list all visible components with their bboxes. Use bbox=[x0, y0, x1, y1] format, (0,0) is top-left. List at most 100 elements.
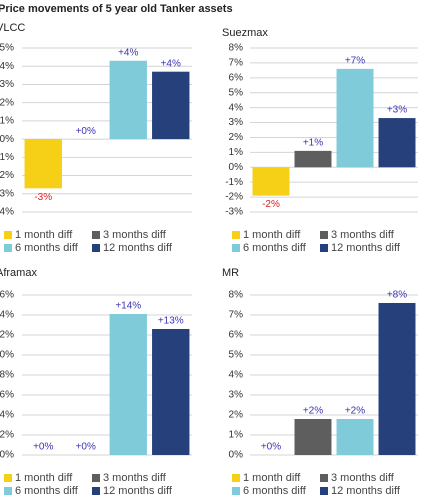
legend-swatch bbox=[232, 487, 240, 495]
legend-swatch bbox=[4, 474, 12, 482]
chart-subtitle: VLCC bbox=[0, 22, 25, 34]
data-label: +0% bbox=[76, 126, 96, 137]
legend-swatch bbox=[320, 487, 328, 495]
data-label: +13% bbox=[158, 316, 184, 327]
legend-swatch bbox=[92, 474, 100, 482]
y-tick-label: 2% bbox=[0, 430, 14, 441]
legend-label: 12 months diff bbox=[331, 485, 401, 497]
y-tick-label: -2% bbox=[0, 170, 14, 181]
data-label: +2% bbox=[303, 406, 323, 417]
y-tick-label: 0% bbox=[0, 450, 14, 461]
legend-swatch bbox=[320, 474, 328, 482]
legend-label: 12 months diff bbox=[331, 242, 401, 254]
chart-subtitle: Aframax bbox=[0, 267, 37, 279]
bar bbox=[24, 139, 62, 189]
legend-swatch bbox=[4, 244, 12, 252]
data-label: +3% bbox=[387, 105, 407, 116]
legend-label: 3 months diff bbox=[331, 229, 395, 241]
legend-label: 3 months diff bbox=[103, 229, 167, 241]
data-label: +8% bbox=[387, 290, 407, 301]
legend-label: 6 months diff bbox=[15, 485, 79, 497]
y-tick-label: 16% bbox=[0, 290, 14, 301]
bar bbox=[294, 419, 332, 455]
y-tick-label: 12% bbox=[0, 330, 14, 341]
y-tick-label: -3% bbox=[0, 188, 14, 199]
data-label: +2% bbox=[345, 406, 365, 417]
legend-label: 3 months diff bbox=[331, 472, 395, 484]
y-tick-label: 4% bbox=[229, 370, 244, 381]
legend-label: 1 month diff bbox=[243, 472, 301, 484]
bar bbox=[152, 71, 190, 140]
y-tick-label: 10% bbox=[0, 350, 14, 361]
legend-swatch bbox=[92, 244, 100, 252]
bar bbox=[252, 167, 290, 196]
data-label: +0% bbox=[33, 442, 53, 453]
legend-label: 6 months diff bbox=[15, 242, 79, 254]
legend-swatch bbox=[320, 231, 328, 239]
y-tick-label: 3% bbox=[229, 390, 244, 401]
y-tick-label: 7% bbox=[229, 310, 244, 321]
data-label: +7% bbox=[345, 56, 365, 67]
y-tick-label: 3% bbox=[229, 117, 244, 128]
chart-subtitle: MR bbox=[222, 267, 239, 279]
y-tick-label: 2% bbox=[229, 132, 244, 143]
y-tick-label: 2% bbox=[0, 97, 14, 108]
data-label: +1% bbox=[303, 138, 323, 149]
y-tick-label: 6% bbox=[0, 390, 14, 401]
y-tick-label: 1% bbox=[0, 116, 14, 127]
y-tick-label: -3% bbox=[225, 207, 243, 218]
bar bbox=[336, 419, 374, 455]
y-tick-label: 0% bbox=[229, 450, 244, 461]
legend-swatch bbox=[232, 474, 240, 482]
y-tick-label: 6% bbox=[229, 72, 244, 83]
data-label: +4% bbox=[118, 47, 138, 58]
data-label: -3% bbox=[34, 192, 52, 203]
data-label: -2% bbox=[262, 199, 280, 210]
y-tick-label: 0% bbox=[0, 134, 14, 145]
y-tick-label: 14% bbox=[0, 310, 14, 321]
y-tick-label: -2% bbox=[225, 192, 243, 203]
y-tick-label: 1% bbox=[229, 430, 244, 441]
y-tick-label: 8% bbox=[229, 290, 244, 301]
bar bbox=[336, 68, 374, 168]
bar bbox=[109, 60, 147, 140]
legend-label: 1 month diff bbox=[243, 229, 301, 241]
legend-swatch bbox=[4, 231, 12, 239]
bar bbox=[109, 314, 147, 455]
legend-label: 12 months diff bbox=[103, 242, 173, 254]
data-label: +0% bbox=[261, 442, 281, 453]
y-tick-label: 8% bbox=[229, 43, 244, 54]
y-tick-label: 1% bbox=[229, 147, 244, 158]
legend-label: 6 months diff bbox=[243, 242, 307, 254]
page-title: Price movements of 5 year old Tanker ass… bbox=[0, 3, 233, 15]
y-tick-label: 5% bbox=[229, 350, 244, 361]
y-tick-label: 4% bbox=[0, 61, 14, 72]
legend-swatch bbox=[232, 231, 240, 239]
legend-label: 3 months diff bbox=[103, 472, 167, 484]
y-tick-label: 6% bbox=[229, 330, 244, 341]
legend-swatch bbox=[4, 487, 12, 495]
legend-swatch bbox=[320, 244, 328, 252]
legend-swatch bbox=[232, 244, 240, 252]
y-tick-label: -1% bbox=[0, 152, 14, 163]
legend-label: 12 months diff bbox=[103, 485, 173, 497]
chart-subtitle: Suezmax bbox=[222, 27, 268, 39]
legend-label: 1 month diff bbox=[15, 472, 73, 484]
y-tick-label: -1% bbox=[225, 177, 243, 188]
y-tick-label: 0% bbox=[229, 162, 244, 173]
bar bbox=[378, 118, 416, 168]
y-tick-label: 8% bbox=[0, 370, 14, 381]
legend-label: 1 month diff bbox=[15, 229, 73, 241]
legend-swatch bbox=[92, 487, 100, 495]
data-label: +0% bbox=[76, 442, 96, 453]
data-label: +14% bbox=[115, 301, 141, 312]
legend-label: 6 months diff bbox=[243, 485, 307, 497]
bar bbox=[152, 329, 190, 455]
bar bbox=[294, 150, 332, 168]
y-tick-label: 3% bbox=[0, 79, 14, 90]
y-tick-label: 5% bbox=[229, 87, 244, 98]
data-label: +4% bbox=[161, 58, 181, 69]
legend-swatch bbox=[92, 231, 100, 239]
bar bbox=[378, 303, 416, 455]
